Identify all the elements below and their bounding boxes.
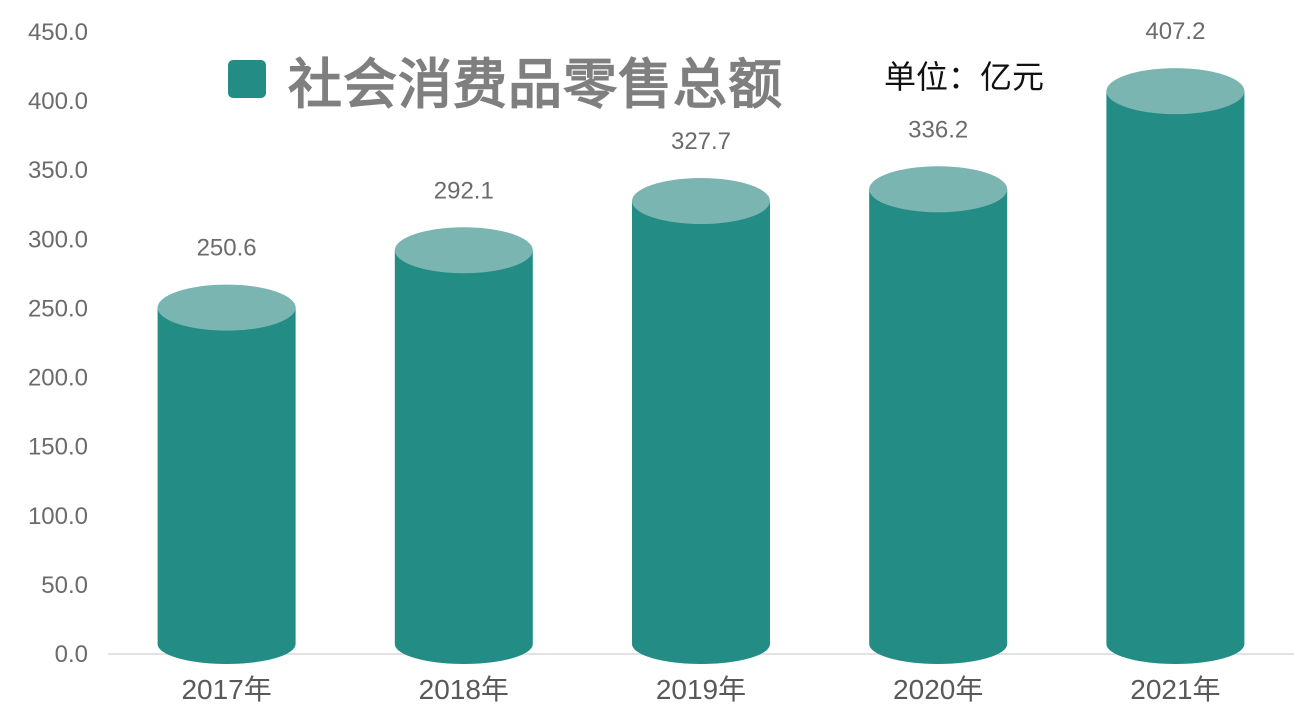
legend-swatch [228, 60, 266, 98]
x-tick-label: 2017年 [181, 674, 271, 705]
legend: 社会消费品零售总额 [228, 44, 783, 116]
x-tick-label: 2021年 [1130, 674, 1220, 705]
x-tick-label: 2019年 [656, 674, 746, 705]
bar-top [1106, 68, 1245, 115]
bar-top [869, 166, 1008, 213]
y-tick-label: 150.0 [28, 434, 88, 461]
data-label: 327.7 [671, 128, 731, 155]
bar-body [394, 250, 533, 665]
y-tick-label: 400.0 [28, 88, 88, 115]
unit-label: 单位：亿元 [884, 58, 1045, 96]
y-tick-label: 450.0 [28, 19, 88, 46]
data-label: 407.2 [1145, 18, 1205, 45]
x-tick-label: 2020年 [893, 674, 983, 705]
data-label: 336.2 [908, 116, 968, 143]
bar-2019年: 327.7 [632, 128, 770, 664]
y-tick-label: 50.0 [41, 572, 88, 599]
y-axis: 0.0 50.0 100.0 150.0 200.0 250.0 300.0 350.0 400… [28, 19, 88, 668]
y-tick-label: 200.0 [28, 365, 88, 392]
bar-2021年: 407.2 [1106, 18, 1245, 664]
bar-body [157, 307, 296, 664]
bar-top [394, 227, 533, 274]
y-tick-label: 350.0 [28, 157, 88, 184]
y-tick-label: 0.0 [55, 641, 88, 668]
bar-2020年: 336.2 [869, 116, 1008, 665]
legend-label: 社会消费品零售总额 [288, 52, 783, 116]
x-axis: 2017年 2018年 2019年 2020年 2021年 [181, 674, 1220, 705]
y-tick-label: 100.0 [28, 503, 88, 530]
bar-body [869, 189, 1008, 665]
data-label: 292.1 [434, 177, 494, 204]
bar-2017年: 250.6 [157, 235, 296, 664]
x-tick-label: 2018年 [419, 674, 509, 705]
bar-2018年: 292.1 [394, 177, 533, 665]
y-tick-label: 250.0 [28, 295, 88, 322]
bar-body [632, 201, 770, 664]
bar-body [1106, 91, 1245, 664]
bars-group: 250.6 292.1 327.7 336.2 407.2 [157, 18, 1245, 665]
data-label: 250.6 [197, 235, 257, 262]
bar-top [157, 284, 296, 331]
bar-top [632, 178, 770, 225]
y-tick-label: 300.0 [28, 226, 88, 253]
